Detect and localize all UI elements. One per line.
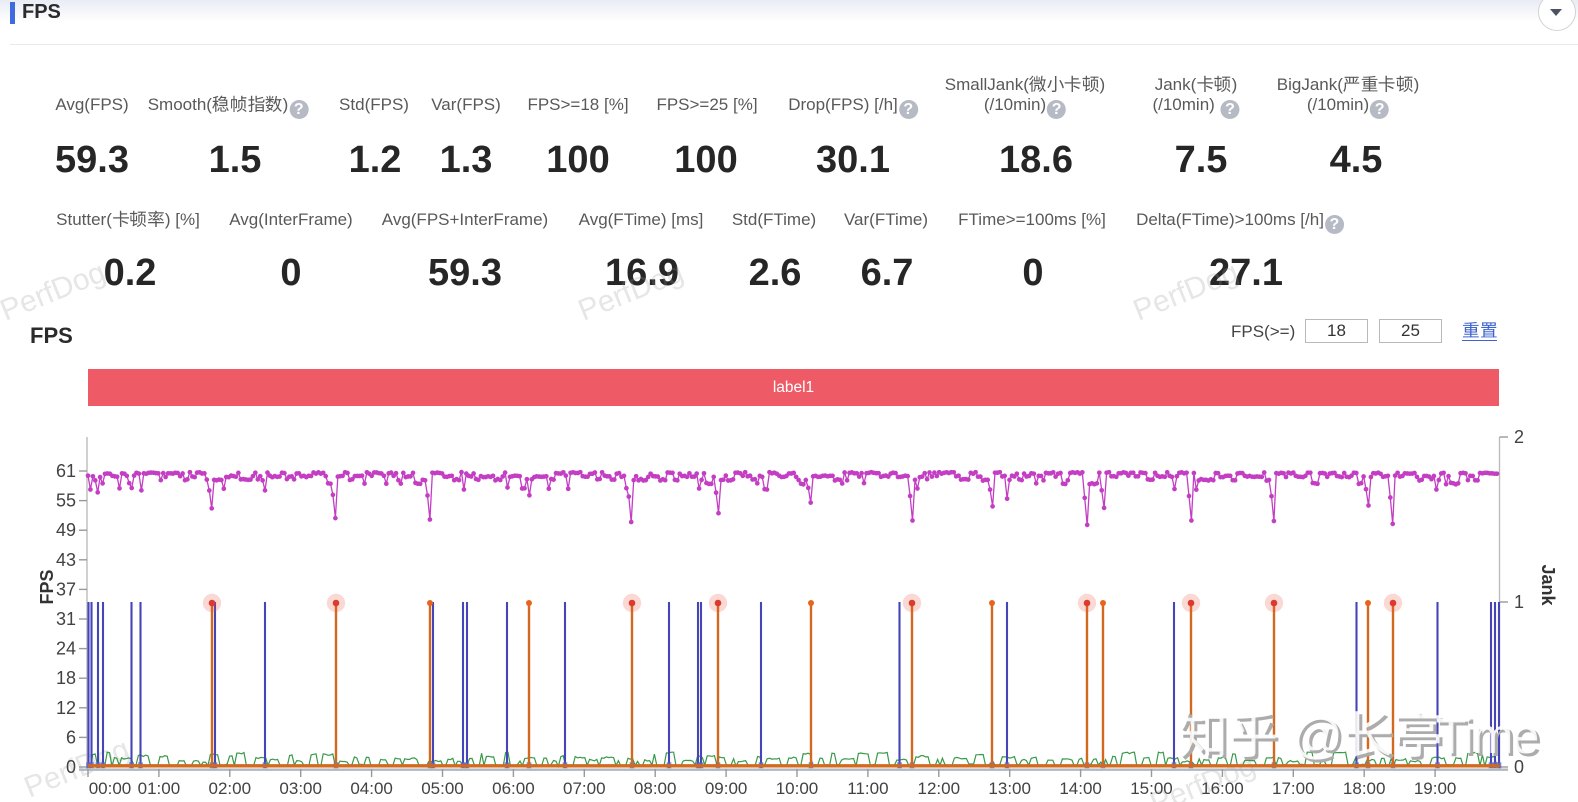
- svg-text:15:00: 15:00: [1130, 779, 1173, 798]
- svg-text:6: 6: [66, 727, 76, 747]
- svg-text:24: 24: [56, 639, 76, 659]
- svg-text:02:00: 02:00: [209, 779, 252, 798]
- svg-text:09:00: 09:00: [705, 779, 748, 798]
- svg-text:49: 49: [56, 520, 76, 540]
- svg-text:08:00: 08:00: [634, 779, 677, 798]
- svg-text:17:00: 17:00: [1272, 779, 1315, 798]
- svg-text:19:00: 19:00: [1414, 779, 1457, 798]
- svg-text:18:00: 18:00: [1343, 779, 1386, 798]
- svg-text:05:00: 05:00: [421, 779, 464, 798]
- svg-text:18: 18: [56, 668, 76, 688]
- svg-text:31: 31: [56, 609, 76, 629]
- svg-text:03:00: 03:00: [279, 779, 322, 798]
- svg-text:37: 37: [56, 579, 76, 599]
- svg-text:12:00: 12:00: [918, 779, 961, 798]
- svg-text:43: 43: [56, 550, 76, 570]
- svg-text:55: 55: [56, 491, 76, 511]
- svg-text:FPS: FPS: [37, 569, 57, 604]
- svg-text:Jank: Jank: [1538, 564, 1558, 606]
- svg-text:01:00: 01:00: [138, 779, 181, 798]
- svg-text:0: 0: [66, 757, 76, 777]
- svg-text:1: 1: [1514, 592, 1524, 612]
- svg-text:0: 0: [1514, 757, 1524, 777]
- svg-text:2: 2: [1514, 427, 1524, 447]
- svg-text:07:00: 07:00: [563, 779, 606, 798]
- svg-text:10:00: 10:00: [776, 779, 819, 798]
- svg-text:61: 61: [56, 461, 76, 481]
- svg-text:16:00: 16:00: [1201, 779, 1244, 798]
- svg-text:04:00: 04:00: [350, 779, 393, 798]
- svg-text:06:00: 06:00: [492, 779, 535, 798]
- svg-text:14:00: 14:00: [1059, 779, 1102, 798]
- svg-text:12: 12: [56, 698, 76, 718]
- svg-text:13:00: 13:00: [988, 779, 1031, 798]
- svg-text:11:00: 11:00: [847, 779, 888, 798]
- svg-text:00:00: 00:00: [89, 779, 132, 798]
